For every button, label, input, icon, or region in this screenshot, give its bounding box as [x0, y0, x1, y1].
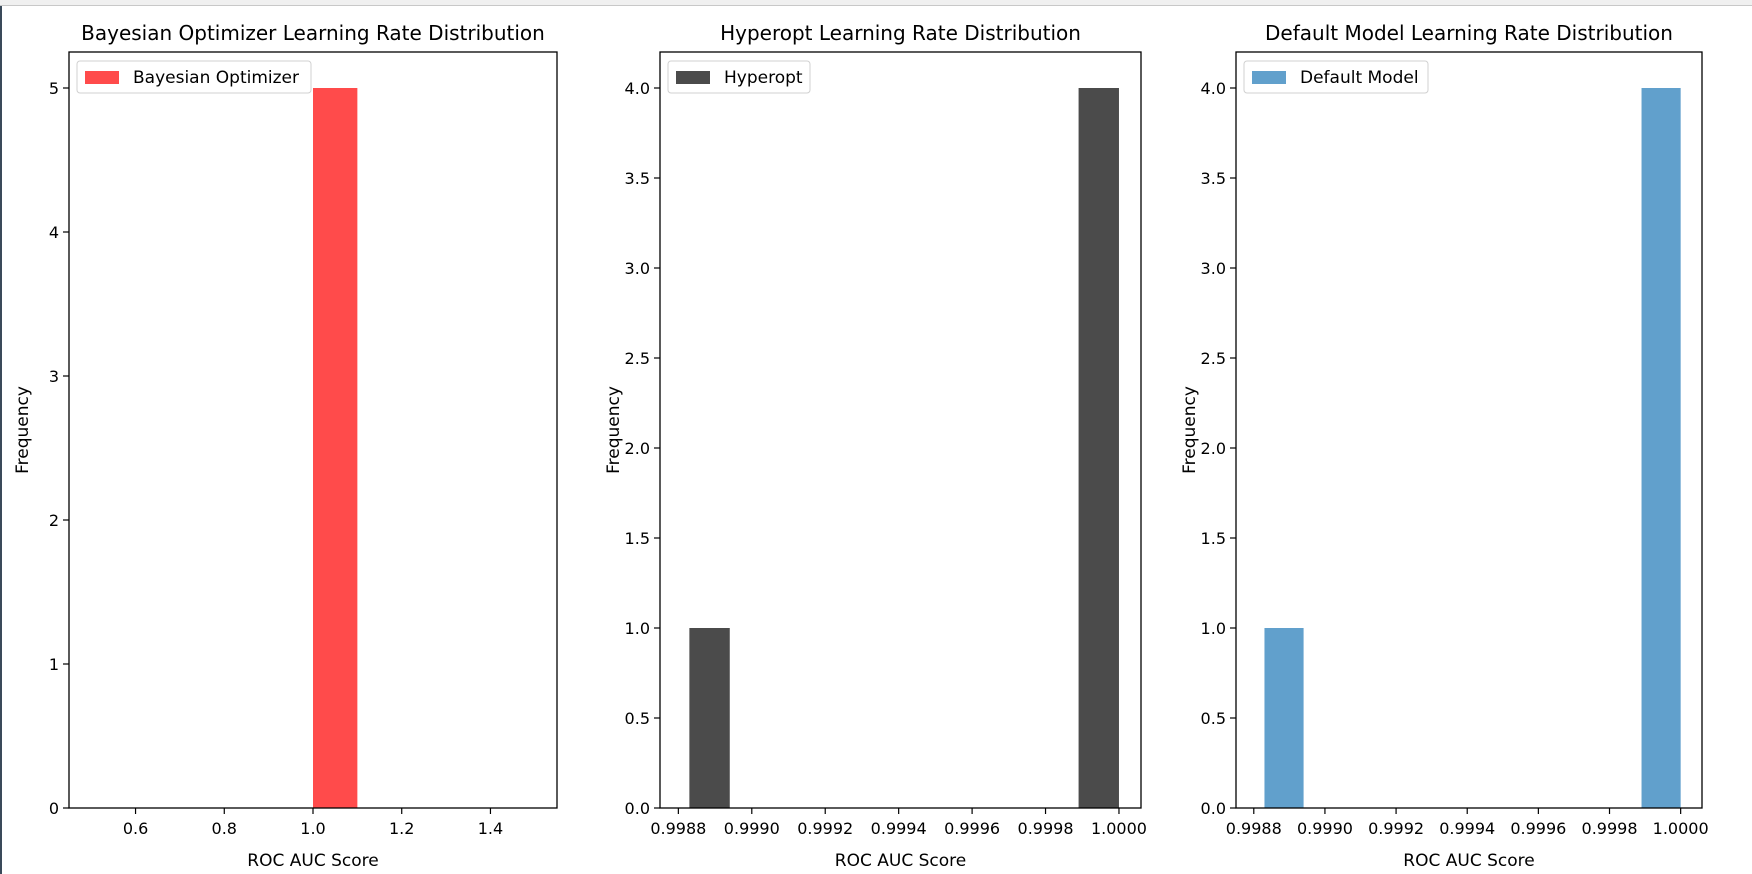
x-tick-label: 0.9990: [1297, 819, 1353, 838]
y-tick-label: 0.5: [1201, 709, 1226, 728]
window-left-edge: [0, 6, 2, 874]
x-tick-label: 0.9994: [871, 819, 927, 838]
y-tick-label: 0.5: [625, 709, 650, 728]
x-tick-label: 0.6: [123, 819, 148, 838]
legend: Bayesian Optimizer: [76, 60, 312, 94]
legend: Hyperopt: [667, 60, 811, 94]
chart-title: Default Model Learning Rate Distribution: [1265, 21, 1673, 45]
histogram-bar: [1078, 88, 1119, 808]
plot-frame: [1235, 51, 1703, 809]
y-tick-label: 3.5: [625, 169, 650, 188]
x-tick-label: 0.9992: [1368, 819, 1424, 838]
legend-box: [667, 60, 811, 94]
x-tick-label: 1.0000: [1653, 819, 1709, 838]
y-tick-label: 4: [49, 223, 59, 242]
x-tick-label: 1.0000: [1091, 819, 1147, 838]
x-tick-label: 0.8: [212, 819, 237, 838]
legend-swatch: [85, 71, 119, 84]
y-tick-label: 3.0: [625, 259, 650, 278]
histogram-bar: [689, 628, 730, 808]
histogram-bar: [313, 88, 358, 808]
x-tick-label: 0.9988: [650, 819, 706, 838]
legend-box: [76, 60, 312, 94]
legend-swatch: [1252, 71, 1286, 84]
y-tick-label: 0.0: [625, 799, 650, 818]
x-axis-label: ROC AUC Score: [247, 851, 378, 871]
x-tick-label: 0.9998: [1018, 819, 1074, 838]
x-axis-label: ROC AUC Score: [1403, 851, 1534, 871]
y-tick-label: 2.5: [625, 349, 650, 368]
y-tick-label: 4.0: [1201, 79, 1226, 98]
x-axis-label: ROC AUC Score: [835, 851, 966, 871]
legend-box: [1243, 60, 1429, 94]
y-tick-label: 5: [49, 79, 59, 98]
histogram-bar: [1264, 628, 1304, 808]
y-tick-label: 0.0: [1201, 799, 1226, 818]
chart-panel-1: 0.6 0.8 1.0 1.2 1.4 0 1 2 3 4 5 Bayesian Optimizer …: [13, 21, 558, 871]
x-tick-label: 0.9988: [1226, 819, 1282, 838]
y-axis-label: Frequency: [13, 386, 33, 474]
y-axis-label: Frequency: [1180, 386, 1200, 474]
y-tick-label: 2.5: [1201, 349, 1226, 368]
chart-panel-3: 0.9988 0.9990 0.9992 0.9994 0.9996 0.9998 1.00…: [1180, 21, 1709, 871]
legend-entry: Hyperopt: [724, 68, 803, 88]
y-tick-label: 2.0: [1201, 439, 1226, 458]
chart-title: Bayesian Optimizer Learning Rate Distrib…: [81, 21, 545, 45]
y-tick-label: 3.5: [1201, 169, 1226, 188]
y-tick-label: 2: [49, 511, 59, 530]
x-tick-label: 1.2: [389, 819, 414, 838]
legend-entry: Default Model: [1300, 68, 1419, 88]
legend: Default Model: [1243, 60, 1429, 94]
histogram-bar: [1641, 88, 1681, 808]
chart-panel-2: 0.9988 0.9990 0.9992 0.9994 0.9996 0.9998 1.00…: [604, 21, 1147, 871]
y-tick-label: 1.0: [1201, 619, 1226, 638]
x-tick-label: 0.9996: [1510, 819, 1566, 838]
legend-entry: Bayesian Optimizer: [133, 68, 299, 88]
legend-swatch: [676, 71, 710, 84]
x-tick-label: 1.4: [478, 819, 503, 838]
y-tick-label: 1: [49, 655, 59, 674]
y-tick-label: 1.0: [625, 619, 650, 638]
x-tick-label: 0.9990: [724, 819, 780, 838]
window-top-border: [0, 0, 1752, 6]
y-tick-label: 4.0: [625, 79, 650, 98]
x-tick-label: 0.9996: [944, 819, 1000, 838]
x-tick-label: 0.9992: [797, 819, 853, 838]
x-tick-label: 0.9994: [1439, 819, 1495, 838]
plot-frame: [659, 51, 1142, 809]
chart-title: Hyperopt Learning Rate Distribution: [720, 21, 1081, 45]
y-tick-label: 1.5: [1201, 529, 1226, 548]
y-tick-label: 2.0: [625, 439, 650, 458]
y-axis-label: Frequency: [604, 386, 624, 474]
y-tick-label: 3: [49, 367, 59, 386]
x-tick-label: 1.0: [300, 819, 325, 838]
y-tick-label: 0: [49, 799, 59, 818]
y-tick-label: 3.0: [1201, 259, 1226, 278]
x-tick-label: 0.9998: [1582, 819, 1638, 838]
y-tick-label: 1.5: [625, 529, 650, 548]
